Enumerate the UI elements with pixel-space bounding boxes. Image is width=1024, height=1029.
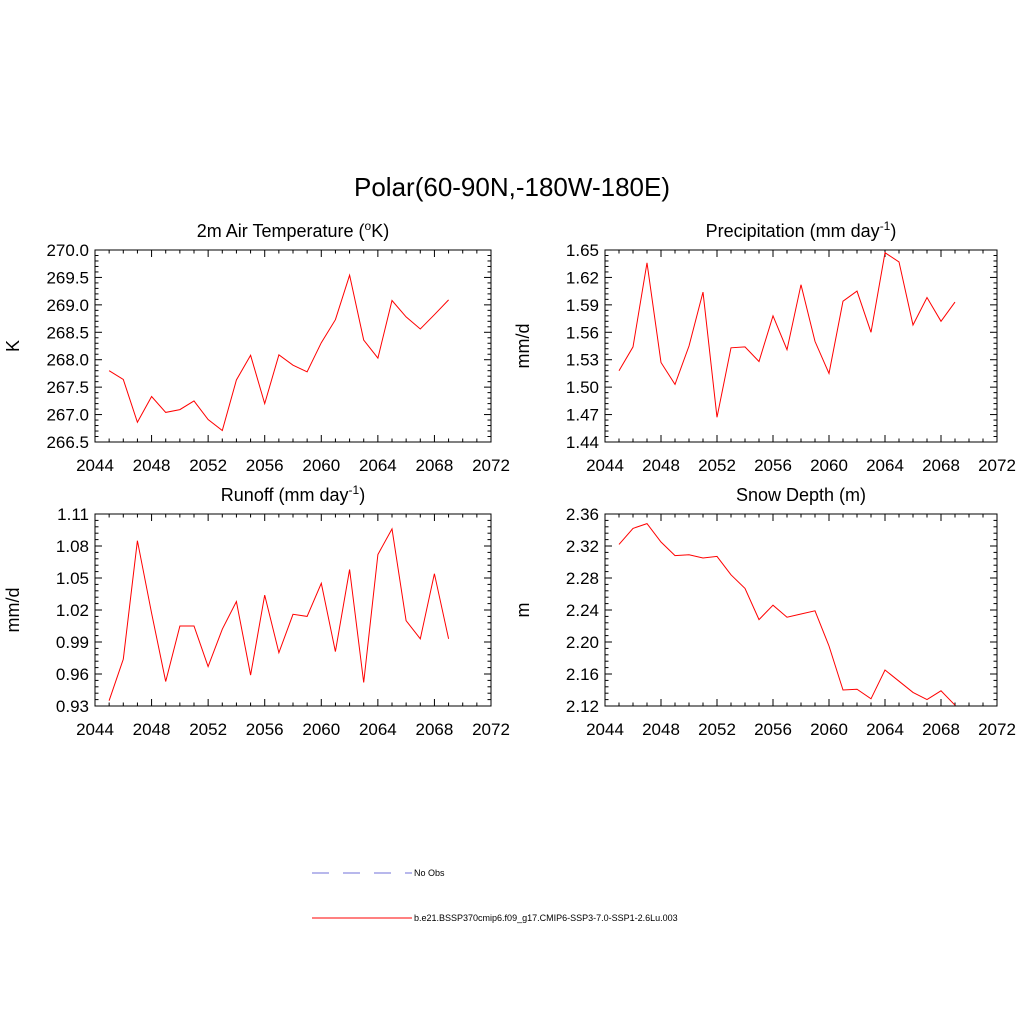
x-tick-label: 2052 [189, 456, 227, 475]
y-tick-label: 268.0 [46, 351, 89, 370]
x-tick-label: 2052 [698, 456, 736, 475]
y-tick-label: 2.36 [566, 505, 599, 524]
panel-title-main: Snow Depth (m) [736, 485, 866, 505]
y-tick-label: 267.0 [46, 406, 89, 425]
panel-title-superscript: o [365, 219, 372, 233]
y-tick-label: 268.5 [46, 323, 89, 342]
plot-frame [604, 513, 998, 707]
x-tick-label: 2064 [866, 456, 904, 475]
x-tick-label: 2064 [359, 456, 397, 475]
legend-model-label: b.e21.BSSP370cmip6.f09_g17.CMIP6-SSP3-7.… [414, 913, 678, 923]
x-tick-label: 2044 [76, 720, 114, 739]
panel-title-superscript: -1 [880, 219, 891, 233]
y-tick-label: 2.20 [566, 633, 599, 652]
panel-3: Runoff (mm day-1) mm/d 2044 2048 2052 2056 206… [3, 483, 510, 739]
series-line [618, 523, 956, 706]
x-tick-label: 2072 [978, 720, 1016, 739]
y-tick-label: 1.59 [566, 296, 599, 315]
x-tick-label: 2064 [359, 720, 397, 739]
y-tick-label: 0.96 [56, 665, 89, 684]
x-tick-label: 2060 [302, 720, 340, 739]
x-tick-label: 2048 [642, 720, 680, 739]
x-tick-label: 2048 [133, 456, 171, 475]
y-tick-label: 1.47 [566, 406, 599, 425]
y-tick-label: 2.24 [566, 601, 599, 620]
panel-title-suffix: ) [890, 221, 896, 241]
plot-frame [94, 513, 492, 707]
x-tick-label: 2064 [866, 720, 904, 739]
panel-title: Precipitation (mm day-1) [706, 219, 897, 241]
y-axis-label: m [513, 603, 533, 618]
x-tick-label: 2044 [586, 720, 624, 739]
y-tick-label: 270.0 [46, 241, 89, 260]
x-tick-label: 2060 [302, 456, 340, 475]
x-tick-label: 2068 [416, 720, 454, 739]
x-tick-label: 2056 [754, 456, 792, 475]
x-tick-label: 2044 [586, 456, 624, 475]
x-tick-label: 2072 [978, 456, 1016, 475]
y-tick-label: 2.16 [566, 665, 599, 684]
y-tick-label: 1.62 [566, 268, 599, 287]
x-tick-label: 2044 [76, 456, 114, 475]
panel-title-suffix: K) [371, 221, 389, 241]
plot-frame [604, 249, 998, 443]
x-tick-label: 2048 [133, 720, 171, 739]
panel-title: Snow Depth (m) [736, 485, 866, 505]
x-tick-label: 2068 [922, 720, 960, 739]
y-axis-label: K [3, 340, 23, 352]
x-tick-label: 2052 [189, 720, 227, 739]
x-tick-label: 2056 [246, 720, 284, 739]
y-tick-label: 1.56 [566, 323, 599, 342]
series-line [108, 527, 450, 701]
x-tick-label: 2068 [416, 456, 454, 475]
plot-frame [94, 249, 492, 443]
x-tick-label: 2068 [922, 456, 960, 475]
x-tick-label: 2056 [246, 456, 284, 475]
series-line [108, 273, 449, 432]
panel-title-suffix: ) [359, 485, 365, 505]
figure-title: Polar(60-90N,-180W-180E) [354, 172, 670, 202]
panel-1: 2m Air Temperature (oK) K 2044 2048 2052 2056… [3, 219, 510, 475]
x-tick-label: 2056 [754, 720, 792, 739]
panel-title-main: 2m Air Temperature ( [197, 221, 365, 241]
y-tick-label: 267.5 [46, 378, 89, 397]
panel-4: Snow Depth (m) m 2044 2048 2052 2056 2060 2064 2… [513, 485, 1016, 739]
y-tick-label: 1.02 [56, 601, 89, 620]
series-line [618, 251, 956, 418]
y-tick-label: 2.28 [566, 569, 599, 588]
y-tick-label: 1.44 [566, 433, 599, 452]
x-tick-label: 2060 [810, 456, 848, 475]
legend: No Obs b.e21.BSSP370cmip6.f09_g17.CMIP6-… [312, 868, 678, 923]
y-tick-label: 266.5 [46, 433, 89, 452]
y-tick-label: 269.0 [46, 296, 89, 315]
x-tick-label: 2048 [642, 456, 680, 475]
panel-title-main: Precipitation (mm day [706, 221, 880, 241]
panel-title-superscript: -1 [349, 483, 360, 497]
y-tick-label: 1.50 [566, 378, 599, 397]
y-tick-label: 2.32 [566, 537, 599, 556]
y-tick-label: 1.05 [56, 569, 89, 588]
y-tick-label: 2.12 [566, 697, 599, 716]
x-tick-label: 2072 [472, 456, 510, 475]
y-tick-label: 269.5 [46, 268, 89, 287]
panels-group: 2m Air Temperature (oK) K 2044 2048 2052 2056… [3, 219, 1016, 739]
y-tick-label: 1.53 [566, 351, 599, 370]
panel-title: Runoff (mm day-1) [221, 483, 365, 505]
y-tick-label: 1.08 [56, 537, 89, 556]
y-axis-label: mm/d [3, 588, 23, 633]
x-tick-label: 2072 [472, 720, 510, 739]
y-tick-label: 0.93 [56, 697, 89, 716]
y-tick-label: 0.99 [56, 633, 89, 652]
panel-2: Precipitation (mm day-1) mm/d 2044 2048 2052… [513, 219, 1016, 475]
legend-obs-label: No Obs [414, 868, 445, 878]
panel-title-main: Runoff (mm day [221, 485, 349, 505]
y-tick-label: 1.65 [566, 241, 599, 260]
x-tick-label: 2052 [698, 720, 736, 739]
panel-title: 2m Air Temperature (oK) [197, 219, 389, 241]
y-tick-label: 1.11 [57, 505, 89, 524]
x-tick-label: 2060 [810, 720, 848, 739]
y-axis-label: mm/d [513, 324, 533, 369]
